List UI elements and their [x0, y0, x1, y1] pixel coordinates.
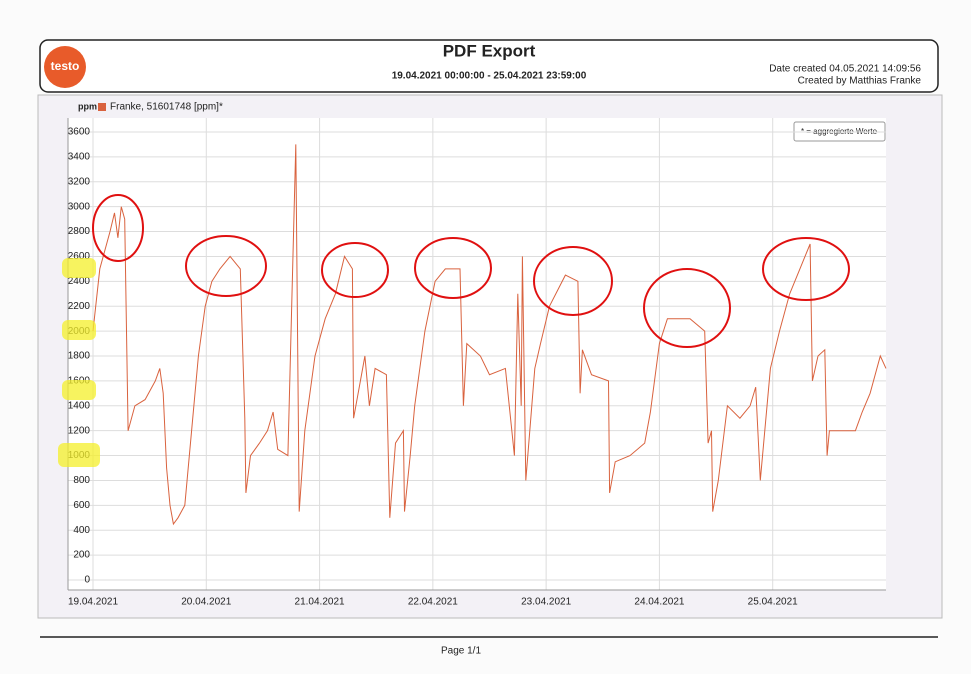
- x-tick-label: 19.04.2021: [68, 597, 118, 608]
- y-tick-label: 3400: [68, 152, 91, 163]
- circle-annotation: [92, 194, 144, 262]
- plot-area: [68, 118, 886, 590]
- x-tick-label: 21.04.2021: [295, 597, 345, 608]
- legend-swatch: [98, 103, 106, 111]
- circle-annotation: [643, 268, 731, 348]
- hand-annotations: [92, 194, 850, 348]
- y-tick-label: 2400: [68, 276, 91, 287]
- circle-annotation: [762, 237, 850, 301]
- title: PDF Export: [443, 41, 536, 60]
- logo-text: testo: [51, 59, 80, 73]
- date-created: Date created 04.05.2021 14:09:56: [769, 64, 921, 75]
- circle-annotation: [414, 237, 492, 299]
- legend-label: Franke, 51601748 [ppm]*: [110, 102, 223, 113]
- y-tick-label: 200: [73, 550, 90, 561]
- date-range: 19.04.2021 00:00:00 - 25.04.2021 23:59:0…: [392, 71, 587, 82]
- y-tick-label: 3600: [68, 127, 91, 138]
- circle-annotation: [185, 235, 267, 297]
- y-tick-label: 1800: [68, 351, 91, 362]
- x-tick-label: 23.04.2021: [521, 597, 571, 608]
- header-box: [39, 39, 939, 93]
- y-tick-label: 2800: [68, 226, 91, 237]
- highlight: [62, 380, 96, 400]
- x-tick-label: 22.04.2021: [408, 597, 458, 608]
- logo: [44, 46, 86, 88]
- y-tick-label: 800: [73, 475, 90, 486]
- page-number: Page 1/1: [441, 646, 481, 657]
- series-line: [92, 144, 887, 526]
- y-tick-label: 2200: [68, 301, 91, 312]
- circle-annotation: [321, 242, 389, 298]
- circle-annotation: [533, 246, 613, 316]
- created-by: Created by Matthias Franke: [798, 76, 922, 87]
- highlight: [58, 443, 100, 467]
- y-tick-label: 1400: [68, 400, 91, 411]
- x-tick-label: 20.04.2021: [181, 597, 231, 608]
- x-tick-label: 24.04.2021: [634, 597, 684, 608]
- highlight: [62, 258, 96, 278]
- y-axis-label: ppm: [78, 101, 97, 111]
- y-tick-label: 2600: [68, 251, 91, 262]
- y-tick-label: 0: [84, 575, 90, 586]
- y-tick-label: 3000: [68, 201, 91, 212]
- y-tick-label: 3200: [68, 176, 91, 187]
- note-box: [793, 121, 886, 142]
- y-tick-label: 600: [73, 500, 90, 511]
- y-tick-label: 1200: [68, 425, 91, 436]
- y-tick-label: 400: [73, 525, 90, 536]
- plot: 0200400600800100012001400160018002000220…: [67, 118, 887, 608]
- highlight: [62, 320, 96, 340]
- highlights: [58, 258, 100, 467]
- x-tick-label: 25.04.2021: [748, 597, 798, 608]
